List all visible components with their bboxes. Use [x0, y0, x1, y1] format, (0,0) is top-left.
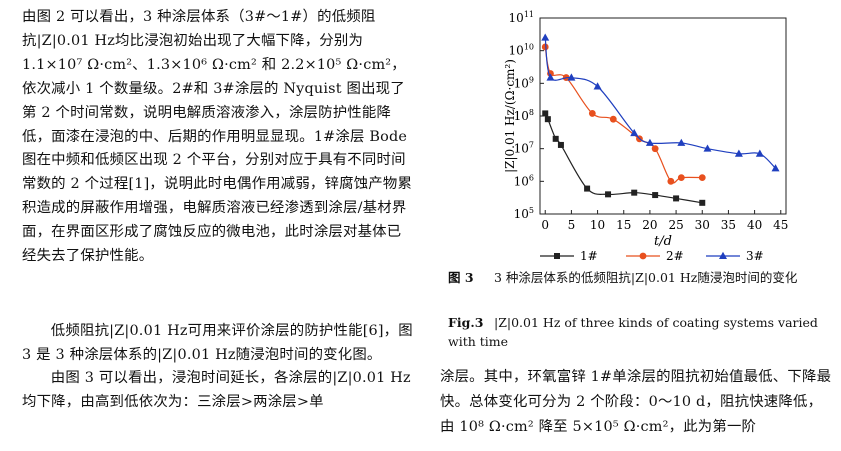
- y-tick-label: 106: [514, 173, 534, 188]
- data-point: [698, 174, 706, 182]
- data-point: [605, 191, 612, 198]
- data-point: [645, 138, 654, 146]
- data-point: [734, 149, 743, 157]
- data-point: [677, 138, 686, 146]
- y-axis-label: |Z|0.01 Hz/(Ω·cm²): [503, 59, 517, 173]
- y-tick-label: 109: [514, 75, 534, 90]
- x-tick-label: 5: [568, 218, 576, 232]
- x-tick-label: 40: [747, 218, 762, 232]
- y-tick-label: 1011: [509, 10, 534, 25]
- paragraph-3-text: 由图 3 可以看出，浸泡时间延长，各涂层的|Z|0.01 Hz均下降，由高到低依…: [22, 370, 411, 410]
- data-point: [699, 199, 706, 206]
- data-point: [552, 135, 559, 142]
- data-point: [542, 110, 549, 117]
- x-tick-label: 10: [590, 218, 605, 232]
- x-axis-label: t/d: [654, 234, 672, 249]
- x-tick-label: 25: [668, 218, 683, 232]
- paragraph-3: 由图 3 可以看出，浸泡时间延长，各涂层的|Z|0.01 Hz均下降，由高到低依…: [22, 367, 414, 415]
- data-point: [703, 144, 712, 152]
- data-point: [609, 115, 617, 123]
- figure-caption-en-text: |Z|0.01 Hz of three kinds of coating sys…: [448, 315, 818, 349]
- data-point: [544, 116, 551, 123]
- data-point: [593, 82, 602, 90]
- data-point: [541, 43, 549, 51]
- data-point: [630, 128, 639, 137]
- data-point: [652, 192, 659, 199]
- figure-number-en: Fig.3: [448, 315, 484, 330]
- legend-label: 2#: [666, 249, 684, 263]
- legend-marker: [719, 251, 727, 259]
- legend-marker: [639, 252, 647, 260]
- y-tick-label: 1010: [509, 43, 534, 58]
- series-line-2: [544, 37, 776, 169]
- x-tick-label: 45: [773, 218, 788, 232]
- data-point: [771, 164, 780, 172]
- figure-caption-zh-text: 3 种涂层体系的低频阻抗|Z|0.01 Hz随浸泡时间的变化: [494, 270, 798, 285]
- x-tick-label: 15: [616, 218, 631, 232]
- x-tick-label: 30: [695, 218, 710, 232]
- data-point: [755, 149, 764, 157]
- paragraph-2-text: 低频阻抗|Z|0.01 Hz可用来评价涂层的防护性能[6]，图 3 是 3 种涂…: [22, 323, 413, 363]
- data-point: [673, 195, 680, 202]
- y-tick-label: 108: [514, 108, 534, 123]
- data-point: [567, 73, 576, 81]
- data-point: [677, 174, 685, 182]
- legend-label: 1#: [580, 249, 598, 263]
- figure-caption-en: Fig.3 |Z|0.01 Hz of three kinds of coatin…: [448, 313, 828, 351]
- x-tick-label: 35: [721, 218, 736, 232]
- data-point: [631, 189, 638, 196]
- y-tick-label: 107: [514, 141, 534, 156]
- impedance-chart: 0 5 10 15 20 25 30 35 40 45 105 106 107 108 109 1010 101…: [503, 10, 788, 263]
- paragraph-4: 涂层。其中，环氧富锌 1#单涂层的阻抗初始值最低、下降最快。总体变化可分为 2 …: [440, 369, 832, 435]
- paragraph-1: 由图 2 可以看出，3 种涂层体系（3#～1#）的低频阻抗|Z|0.01 Hz均…: [22, 9, 413, 265]
- series-line-0: [544, 113, 703, 204]
- paragraph-2: 低频阻抗|Z|0.01 Hz可用来评价涂层的防护性能[6]，图 3 是 3 种涂…: [22, 320, 414, 368]
- data-point: [584, 185, 591, 192]
- y-tick-label: 105: [514, 206, 534, 221]
- figure-number-zh: 图 3: [448, 270, 474, 285]
- data-point: [667, 177, 675, 185]
- data-point: [588, 110, 596, 117]
- plot-frame: [539, 17, 787, 215]
- legend-marker: [554, 253, 560, 259]
- data-point: [546, 73, 555, 81]
- data-point: [541, 33, 550, 41]
- legend-label: 3#: [746, 249, 764, 263]
- data-point: [557, 141, 564, 148]
- data-point: [651, 145, 659, 153]
- figure-caption-zh: 图 3 3 种涂层体系的低频阻抗|Z|0.01 Hz随浸泡时间的变化: [448, 268, 828, 287]
- x-tick-label: 0: [541, 218, 549, 232]
- series-line-1: [544, 46, 703, 184]
- x-tick-label: 20: [642, 218, 657, 232]
